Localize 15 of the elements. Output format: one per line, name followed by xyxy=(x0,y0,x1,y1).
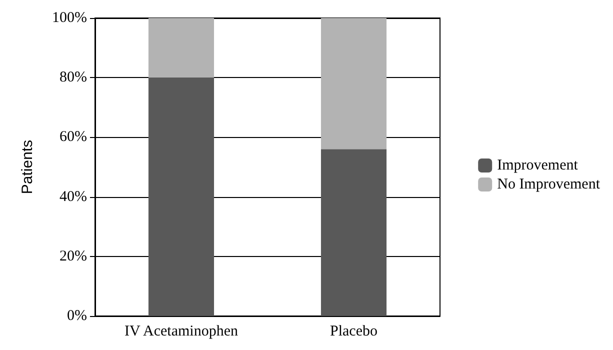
legend-label: No Improvement xyxy=(497,176,601,192)
y-tick-label: 0% xyxy=(67,308,87,324)
y-tick-label: 60% xyxy=(60,129,87,146)
legend-label: Improvement xyxy=(497,158,579,174)
y-tick-label: 100% xyxy=(52,10,87,26)
y-tick-label: 40% xyxy=(60,188,87,205)
y-tick-label: 20% xyxy=(60,248,87,264)
bar xyxy=(320,149,387,316)
bar xyxy=(148,18,214,78)
bar xyxy=(320,18,387,150)
x-tick-label: Placebo xyxy=(330,324,378,340)
x-tick-label: IV Acetaminophen xyxy=(124,324,238,340)
y-axis-title: Patients xyxy=(19,140,36,194)
y-tick-label: 80% xyxy=(60,70,87,86)
bar xyxy=(148,78,214,316)
